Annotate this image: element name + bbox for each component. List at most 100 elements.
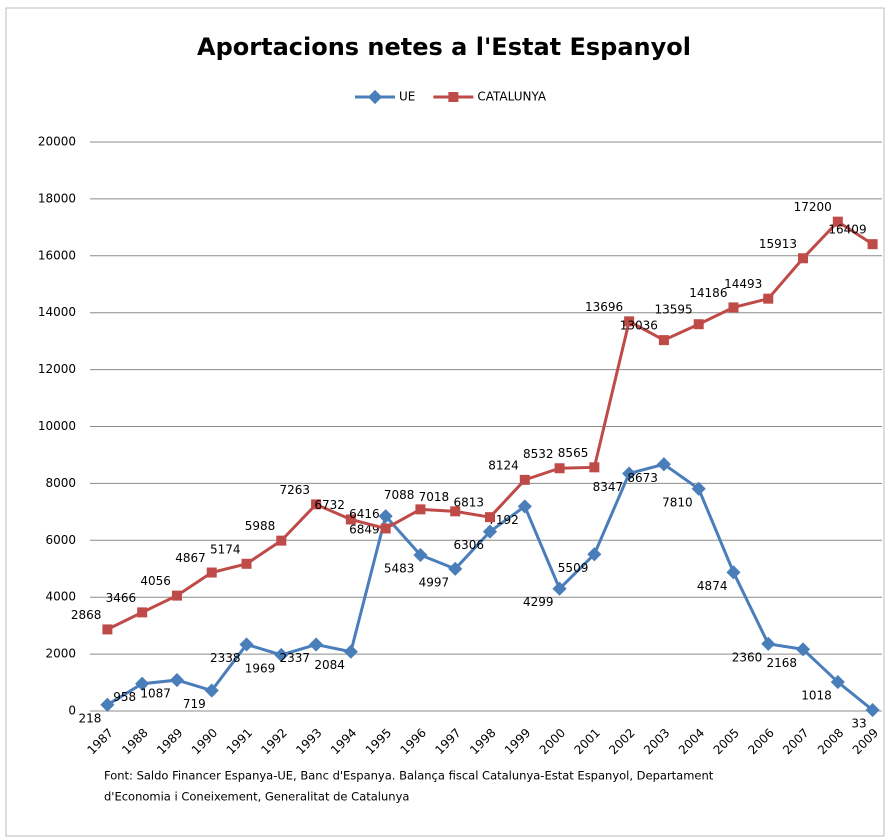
x-tick-label: 1993 [293,726,324,757]
data-label: 8124 [488,458,519,472]
data-label: 5988 [245,519,276,533]
data-label: 8565 [558,446,589,460]
point [693,319,704,330]
point [169,673,185,688]
legend-label: UE [399,90,415,104]
y-tick-label: 4000 [45,590,76,604]
data-label: 958 [113,690,136,704]
data-label: 5483 [384,562,415,576]
data-label: 6732 [314,498,345,512]
data-label: 7263 [280,483,311,497]
point [622,466,637,481]
data-label: 13696 [585,300,623,314]
point [206,567,217,578]
point [309,637,324,652]
data-label: 7018 [419,490,450,504]
point [450,506,461,517]
data-label: 3466 [106,591,137,605]
legend-marker [367,89,383,105]
x-tick-label: 2000 [537,726,568,757]
data-label: 2338 [210,651,241,665]
y-tick-label: 8000 [45,476,76,490]
point [798,253,809,264]
y-tick-label: 20000 [38,135,76,149]
point [656,457,671,472]
point [413,547,428,563]
y-tick-label: 14000 [38,305,76,319]
point [728,302,739,313]
x-tick-label: 1999 [502,726,533,757]
point [867,239,878,250]
point [552,581,567,596]
legend-label: CATALUNYA [477,90,547,104]
point [276,535,287,546]
point [482,524,498,539]
data-label: 8347 [593,480,624,494]
data-label: 6813 [453,496,484,510]
data-label: 8532 [523,447,554,461]
source-line: Font: Saldo Financer Espanya-UE, Banc d'… [104,769,714,783]
point [519,474,530,485]
data-label: 4874 [697,579,728,593]
data-label: 13036 [620,319,658,333]
x-tick-label: 1992 [258,726,289,757]
data-label: 4299 [523,595,554,609]
point [239,637,254,652]
data-label: 1969 [245,661,276,675]
point [311,499,322,510]
y-tick-label: 12000 [38,362,76,376]
point [485,512,495,523]
data-label: 7810 [662,495,693,509]
point [415,504,426,515]
data-label: 4867 [175,551,206,565]
point [761,636,776,651]
x-tick-label: 1994 [328,726,359,757]
y-tick-label: 16000 [38,248,76,262]
x-tick-label: 2006 [745,726,776,757]
y-tick-label: 0 [68,704,76,718]
data-label: 5509 [558,561,589,575]
x-tick-label: 2004 [676,726,707,757]
x-tick-label: 2005 [711,726,742,757]
data-label: 15913 [759,237,797,251]
point [691,481,706,496]
x-tick-label: 1988 [119,726,150,757]
point [345,514,356,525]
data-label: 2360 [732,650,763,664]
point [135,676,150,691]
series-line [106,462,874,712]
data-label: 14186 [689,286,727,300]
x-tick-label: 2007 [780,726,811,757]
x-tick-label: 2001 [571,726,602,757]
point [137,607,148,618]
point [589,462,600,473]
data-label: 16409 [828,223,866,237]
data-label: 2337 [280,651,311,665]
point [763,293,774,304]
point [448,561,463,576]
data-label: 17200 [794,200,832,214]
source-line: d'Economia i Coneixement, Generalitat de… [104,790,409,804]
chart-title: Aportacions netes a l'Estat Espanyol [197,33,691,61]
data-label: 7192 [488,513,519,527]
point [554,463,565,474]
data-label: 218 [78,711,101,725]
point [587,547,602,562]
data-label: 13595 [655,303,693,317]
point [624,316,635,327]
point [517,499,532,514]
x-tick-label: 1996 [398,726,429,757]
x-tick-label: 2008 [815,726,846,757]
x-tick-label: 1989 [154,726,185,757]
data-label: 6416 [349,507,380,521]
data-label: 4056 [140,574,171,588]
data-label: 2868 [71,608,102,622]
point [204,683,219,698]
point [832,216,843,227]
data-label: 1087 [140,687,171,701]
data-label: 1018 [801,689,832,703]
point [274,647,289,663]
point [658,335,669,346]
y-tick-label: 6000 [45,533,76,547]
